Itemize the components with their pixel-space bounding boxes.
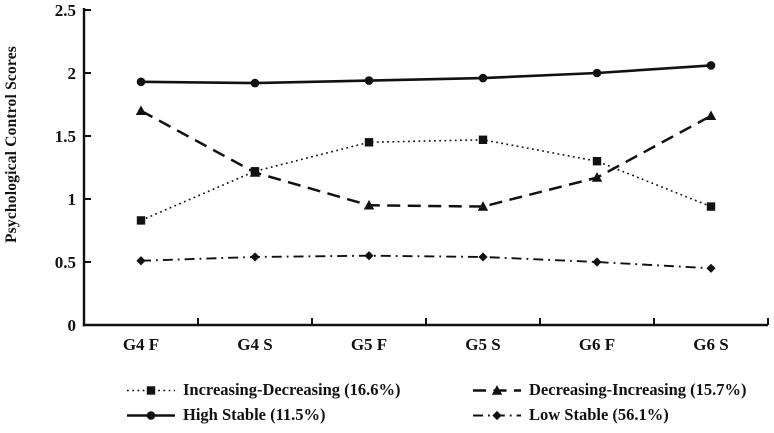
svg-text:0: 0 [68, 316, 77, 335]
legend-item-low-stable: Low Stable (56.1%) [473, 405, 747, 425]
svg-text:2: 2 [68, 64, 77, 83]
svg-text:G5 S: G5 S [465, 335, 500, 354]
legend-item-high-stable: High Stable (11.5%) [127, 405, 473, 425]
legend-label: Increasing-Decreasing (16.6%) [183, 380, 401, 399]
svg-text:G6 F: G6 F [579, 335, 615, 354]
svg-text:1: 1 [68, 190, 77, 209]
legend-label: High Stable (11.5%) [183, 405, 326, 424]
svg-text:G4 F: G4 F [123, 335, 159, 354]
svg-text:G5 F: G5 F [351, 335, 387, 354]
dash-dot-diamond-line-sample-icon [473, 408, 521, 422]
svg-text:1.5: 1.5 [55, 127, 76, 146]
svg-text:2.5: 2.5 [55, 1, 76, 20]
dotted-square-line-sample-icon [127, 383, 175, 397]
svg-text:0.5: 0.5 [55, 253, 76, 272]
legend-item-increasing-decreasing: Increasing-Decreasing (16.6%) [127, 380, 473, 400]
svg-text:G6 S: G6 S [693, 335, 728, 354]
legend-label: Decreasing-Increasing (15.7%) [529, 380, 747, 399]
chart-legend: Increasing-Decreasing (16.6%) Decreasing… [127, 380, 747, 425]
legend-label: Low Stable (56.1%) [529, 405, 669, 424]
legend-item-decreasing-increasing: Decreasing-Increasing (15.7%) [473, 380, 747, 400]
solid-circle-line-sample-icon [127, 408, 175, 422]
svg-text:G4 S: G4 S [237, 335, 272, 354]
dashed-triangle-line-sample-icon [473, 383, 521, 397]
